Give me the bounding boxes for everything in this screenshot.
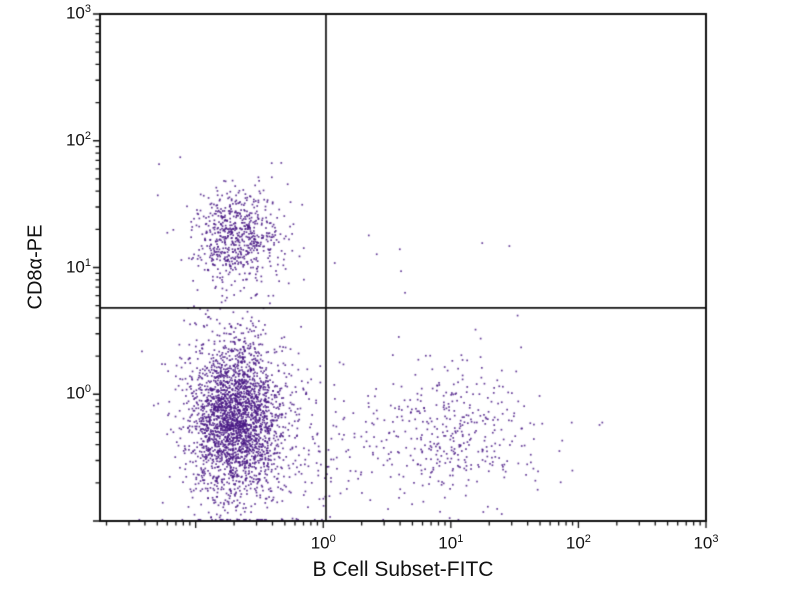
y-tick-label-10e1: 101 (65, 256, 91, 277)
tick-exponent: 0 (84, 383, 91, 396)
y-axis-label: CD8α-PE (24, 224, 47, 310)
y-tick-label-10e3: 103 (65, 3, 91, 23)
tick-exponent: 1 (457, 533, 464, 545)
x-tick-label-10e3: 103 (693, 533, 719, 553)
x-tick-label-10e1: 101 (438, 533, 464, 553)
x-tick-label-10e2: 102 (565, 533, 591, 553)
tick-exponent: 2 (584, 533, 591, 545)
tick-exponent: 3 (712, 533, 719, 545)
tick-exponent: 0 (329, 533, 336, 545)
tick-exponent: 1 (84, 256, 91, 269)
tick-exponent: 2 (84, 129, 91, 142)
tick-exponent: 3 (84, 3, 91, 15)
y-tick-label-10e0: 100 (65, 383, 91, 403)
y-tick-label-10e2: 102 (65, 129, 91, 150)
x-axis-label: B Cell Subset-FITC (312, 558, 494, 581)
x-tick-label-10e0: 100 (310, 533, 336, 553)
